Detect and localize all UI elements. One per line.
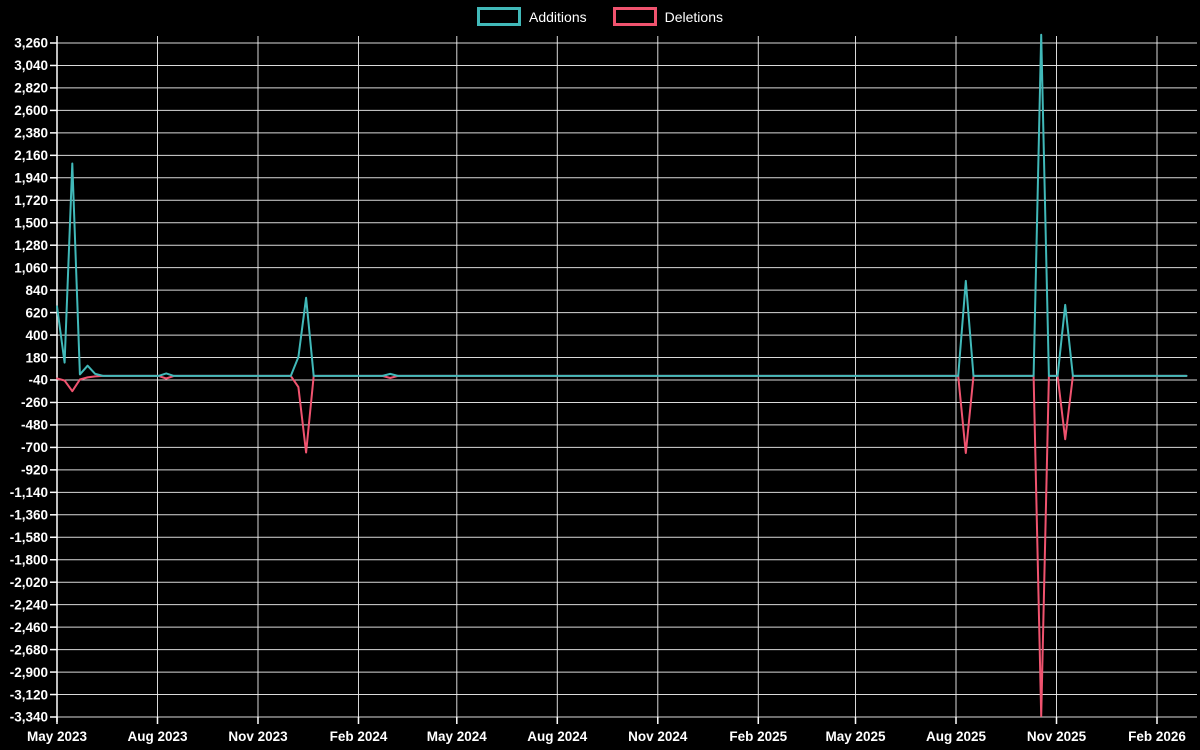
y-axis-label: -1,360 — [10, 508, 48, 523]
x-axis-label: Feb 2026 — [1128, 729, 1186, 744]
y-axis-label: 3,260 — [14, 36, 48, 51]
additions-swatch-icon — [477, 7, 522, 26]
y-axis-label: 840 — [25, 283, 48, 298]
y-axis-label: 2,600 — [14, 103, 48, 118]
x-axis-label: May 2023 — [27, 729, 88, 744]
y-axis-label: -260 — [21, 395, 48, 410]
y-axis-label: -2,900 — [10, 665, 48, 680]
x-axis-label: Feb 2025 — [729, 729, 787, 744]
y-axis-label: -3,340 — [10, 710, 48, 725]
y-axis-label: 2,380 — [14, 126, 48, 141]
x-axis-label: Aug 2025 — [926, 729, 987, 744]
deletions-swatch-icon — [612, 7, 657, 26]
x-axis-label: Aug 2023 — [127, 729, 188, 744]
y-axis-label: 3,040 — [14, 58, 48, 73]
y-axis-label: 1,720 — [14, 193, 48, 208]
y-axis-label: -2,460 — [10, 620, 48, 635]
legend-item-deletions[interactable]: Deletions — [612, 7, 723, 26]
x-axis-label: May 2025 — [825, 729, 886, 744]
y-axis-label: 400 — [25, 328, 48, 343]
y-axis-label: 2,820 — [14, 81, 48, 96]
x-axis-label: Aug 2024 — [527, 729, 588, 744]
deletions-line — [56, 374, 1188, 717]
x-axis-label: Feb 2024 — [330, 729, 388, 744]
y-axis-label: -2,020 — [10, 575, 48, 590]
legend-item-additions[interactable]: Additions — [477, 7, 587, 26]
y-axis-label: -2,680 — [10, 642, 48, 657]
y-axis-label: -1,580 — [10, 530, 48, 545]
y-axis-label: -1,140 — [10, 485, 48, 500]
additions-line — [56, 33, 1188, 377]
y-axis-label: -920 — [21, 463, 48, 478]
y-axis-label: 620 — [25, 305, 48, 320]
y-axis-label: 1,060 — [14, 260, 48, 275]
y-axis-label: -2,240 — [10, 597, 48, 612]
y-axis-label: -1,800 — [10, 552, 48, 567]
y-axis-label: 1,500 — [14, 215, 48, 230]
y-axis-label: 1,280 — [14, 238, 48, 253]
x-axis-label: Nov 2023 — [228, 729, 288, 744]
y-axis-label: 180 — [25, 350, 48, 365]
x-axis-label: Nov 2024 — [628, 729, 688, 744]
y-axis-label: -40 — [28, 373, 48, 388]
y-axis-label: -700 — [21, 440, 48, 455]
x-axis-label: Nov 2025 — [1027, 729, 1087, 744]
legend-label-additions: Additions — [529, 8, 587, 25]
y-axis-label: -3,120 — [10, 687, 48, 702]
legend: Additions Deletions — [0, 7, 1200, 26]
y-axis-label: 1,940 — [14, 171, 48, 186]
y-axis-label: 2,160 — [14, 148, 48, 163]
y-axis-label: -480 — [21, 418, 48, 433]
x-axis-label: May 2024 — [427, 729, 488, 744]
legend-label-deletions: Deletions — [664, 8, 723, 25]
